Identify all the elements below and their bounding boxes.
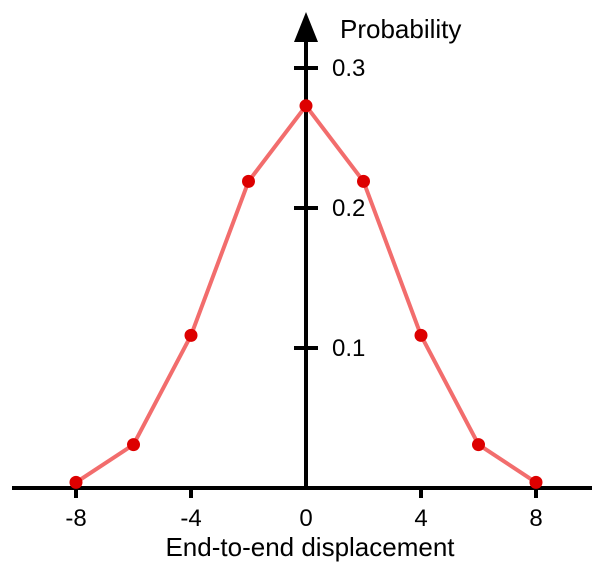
data-point <box>242 174 255 188</box>
data-point <box>127 438 140 452</box>
x-tick-label: 0 <box>299 505 312 532</box>
y-tick-label: 0.2 <box>332 195 365 222</box>
y-tick-label: 0.1 <box>332 335 365 362</box>
data-point <box>414 328 428 342</box>
data-point <box>299 99 313 113</box>
x-tick-label: 8 <box>529 505 542 532</box>
data-point <box>529 475 543 489</box>
x-tick-label: 4 <box>414 505 427 532</box>
data-point <box>357 174 370 188</box>
x-tick-label: -4 <box>180 505 201 532</box>
series-layer <box>69 99 543 489</box>
x-ticks: -8 -4 0 4 8 <box>65 488 543 532</box>
y-axis-arrowhead <box>294 12 318 42</box>
y-ticks: 0.1 0.2 0.3 <box>294 55 365 362</box>
y-axis-label: Probability <box>340 14 461 44</box>
x-tick-label: -8 <box>65 505 86 532</box>
y-tick-label: 0.3 <box>332 55 365 82</box>
data-point <box>184 328 198 342</box>
data-point <box>69 475 83 489</box>
x-axis-label: End-to-end displacement <box>165 532 455 562</box>
data-point <box>472 438 485 452</box>
